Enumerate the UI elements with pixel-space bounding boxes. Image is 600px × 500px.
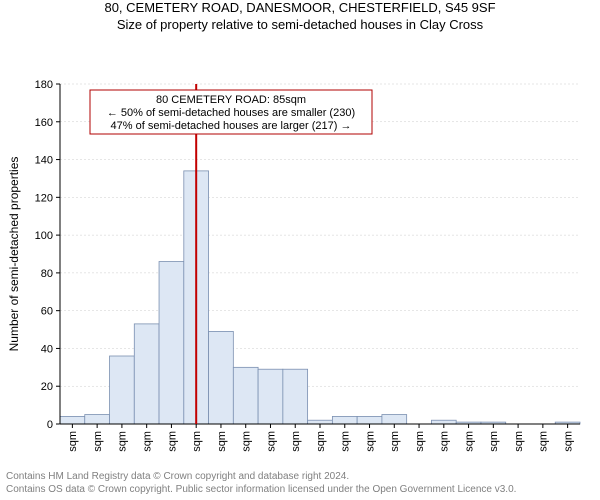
svg-text:61sqm: 61sqm xyxy=(142,431,154,452)
svg-text:160: 160 xyxy=(35,117,53,129)
page-subtitle: Size of property relative to semi-detach… xyxy=(0,17,600,34)
y-axis-label: Number of semi-detached properties xyxy=(7,156,21,351)
svg-text:169sqm: 169sqm xyxy=(414,431,426,452)
svg-text:188sqm: 188sqm xyxy=(463,431,475,452)
svg-text:228sqm: 228sqm xyxy=(562,431,574,452)
svg-text:179sqm: 179sqm xyxy=(439,431,451,452)
svg-text:120: 120 xyxy=(35,192,53,204)
svg-text:20: 20 xyxy=(41,381,53,393)
svg-text:31sqm: 31sqm xyxy=(67,431,79,452)
svg-text:129sqm: 129sqm xyxy=(315,431,327,452)
svg-text:110sqm: 110sqm xyxy=(265,431,277,452)
svg-text:100: 100 xyxy=(35,230,53,242)
chart-container: 0 20 40 60 80 100 120 140 160 180 31sqm 41sqm 51sqm 6… xyxy=(0,34,600,452)
svg-text:180: 180 xyxy=(35,79,53,91)
svg-text:90sqm: 90sqm xyxy=(216,431,228,452)
svg-text:51sqm: 51sqm xyxy=(117,431,129,452)
svg-text:40: 40 xyxy=(41,343,53,355)
svg-text:139sqm: 139sqm xyxy=(340,431,352,452)
svg-text:159sqm: 159sqm xyxy=(389,431,401,452)
histogram-chart: 0 20 40 60 80 100 120 140 160 180 31sqm 41sqm 51sqm 6… xyxy=(0,34,600,452)
footer-line-2: Contains OS data © Crown copyright. Publ… xyxy=(6,484,516,497)
svg-text:47% of semi-detached houses ar: 47% of semi-detached houses are larger (… xyxy=(111,120,352,132)
svg-text:0: 0 xyxy=(47,419,53,431)
footer-line-1: Contains HM Land Registry data © Crown c… xyxy=(6,471,516,484)
footer-attribution: Contains HM Land Registry data © Crown c… xyxy=(6,471,516,496)
svg-text:80: 80 xyxy=(41,268,53,280)
svg-text:120sqm: 120sqm xyxy=(290,431,302,452)
svg-text:← 50% of semi-detached houses: ← 50% of semi-detached houses are smalle… xyxy=(107,107,355,119)
svg-text:218sqm: 218sqm xyxy=(538,431,550,452)
page-title: 80, CEMETERY ROAD, DANESMOOR, CHESTERFIE… xyxy=(0,0,600,17)
svg-text:140: 140 xyxy=(35,154,53,166)
svg-text:149sqm: 149sqm xyxy=(364,431,376,452)
svg-text:70sqm: 70sqm xyxy=(166,431,178,452)
svg-text:80sqm: 80sqm xyxy=(191,431,203,452)
svg-text:208sqm: 208sqm xyxy=(513,431,525,452)
svg-text:80 CEMETERY ROAD: 85sqm: 80 CEMETERY ROAD: 85sqm xyxy=(156,94,306,106)
svg-text:100sqm: 100sqm xyxy=(241,431,253,452)
svg-text:198sqm: 198sqm xyxy=(488,431,500,452)
svg-text:60: 60 xyxy=(41,305,53,317)
svg-text:41sqm: 41sqm xyxy=(92,431,104,452)
